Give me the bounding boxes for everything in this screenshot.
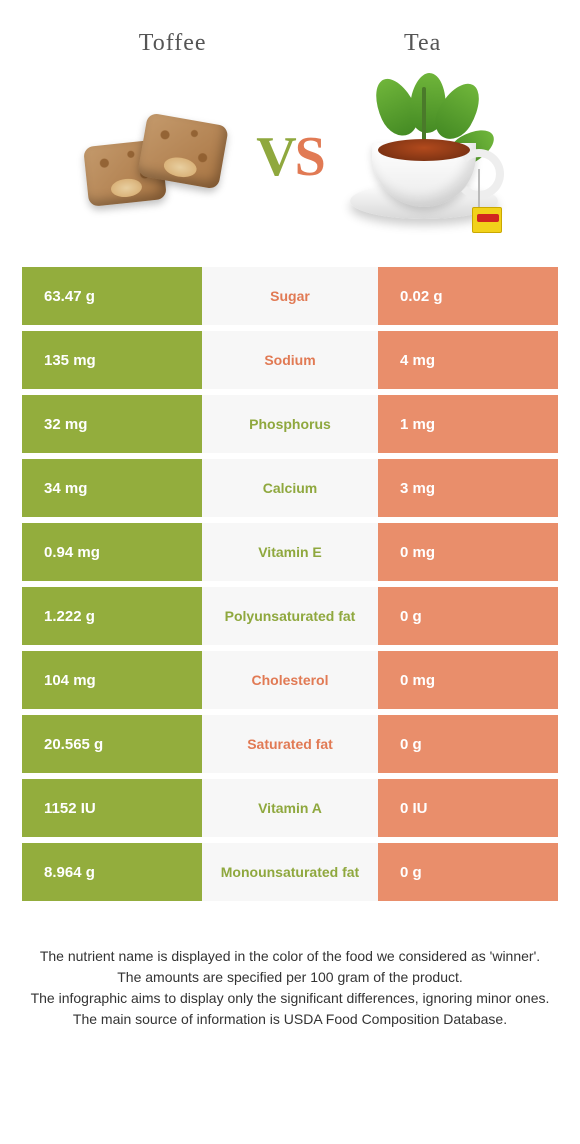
left-value-cell: 8.964 g [22,843,202,901]
left-value-cell: 135 mg [22,331,202,389]
nutrient-name-cell: Polyunsaturated fat [202,587,378,645]
nutrient-name-cell: Sugar [202,267,378,325]
nutrient-row: 8.964 gMonounsaturated fat0 g [22,843,558,901]
nutrient-name-cell: Sodium [202,331,378,389]
footer-line-3: The infographic aims to display only the… [30,989,550,1008]
images-row: VS [0,67,580,267]
vs-v: V [256,126,294,188]
nutrient-row: 1152 IUVitamin A0 IU [22,779,558,837]
footer-line-2: The amounts are specified per 100 gram o… [30,968,550,987]
tea-tag-icon [472,207,502,233]
nutrient-name-cell: Cholesterol [202,651,378,709]
left-value-cell: 1.222 g [22,587,202,645]
nutrient-name-cell: Calcium [202,459,378,517]
left-food-image [76,77,236,237]
right-value-cell: 0 mg [378,523,558,581]
right-value-cell: 4 mg [378,331,558,389]
nutrient-name-cell: Saturated fat [202,715,378,773]
nutrient-row: 135 mgSodium4 mg [22,331,558,389]
nutrient-name-cell: Vitamin A [202,779,378,837]
vs-s: S [295,126,324,188]
right-value-cell: 0 g [378,587,558,645]
nutrient-row: 34 mgCalcium3 mg [22,459,558,517]
right-value-cell: 0 g [378,715,558,773]
right-value-cell: 0 g [378,843,558,901]
nutrient-row: 1.222 gPolyunsaturated fat0 g [22,587,558,645]
left-value-cell: 1152 IU [22,779,202,837]
vs-badge: VS [256,125,324,189]
left-value-cell: 20.565 g [22,715,202,773]
nutrient-name-cell: Monounsaturated fat [202,843,378,901]
right-value-cell: 1 mg [378,395,558,453]
nutrient-name-cell: Phosphorus [202,395,378,453]
left-food-title: Toffee [139,30,207,57]
tea-cup-icon [344,77,504,237]
nutrient-name-cell: Vitamin E [202,523,378,581]
left-value-cell: 0.94 mg [22,523,202,581]
nutrient-row: 0.94 mgVitamin E0 mg [22,523,558,581]
right-value-cell: 0.02 g [378,267,558,325]
right-food-title: Tea [404,30,441,57]
nutrient-row: 20.565 gSaturated fat0 g [22,715,558,773]
right-food-image [344,77,504,237]
header-row: Toffee Tea [0,0,580,67]
footer-line-1: The nutrient name is displayed in the co… [30,947,550,966]
left-value-cell: 32 mg [22,395,202,453]
left-value-cell: 63.47 g [22,267,202,325]
nutrient-row: 32 mgPhosphorus1 mg [22,395,558,453]
left-value-cell: 34 mg [22,459,202,517]
toffee-icon [76,97,236,217]
right-value-cell: 3 mg [378,459,558,517]
footer-notes: The nutrient name is displayed in the co… [0,907,580,1029]
right-value-cell: 0 mg [378,651,558,709]
footer-line-4: The main source of information is USDA F… [30,1010,550,1029]
nutrient-row: 104 mgCholesterol0 mg [22,651,558,709]
nutrient-table: 63.47 gSugar0.02 g135 mgSodium4 mg32 mgP… [0,267,580,901]
nutrient-row: 63.47 gSugar0.02 g [22,267,558,325]
right-value-cell: 0 IU [378,779,558,837]
left-value-cell: 104 mg [22,651,202,709]
